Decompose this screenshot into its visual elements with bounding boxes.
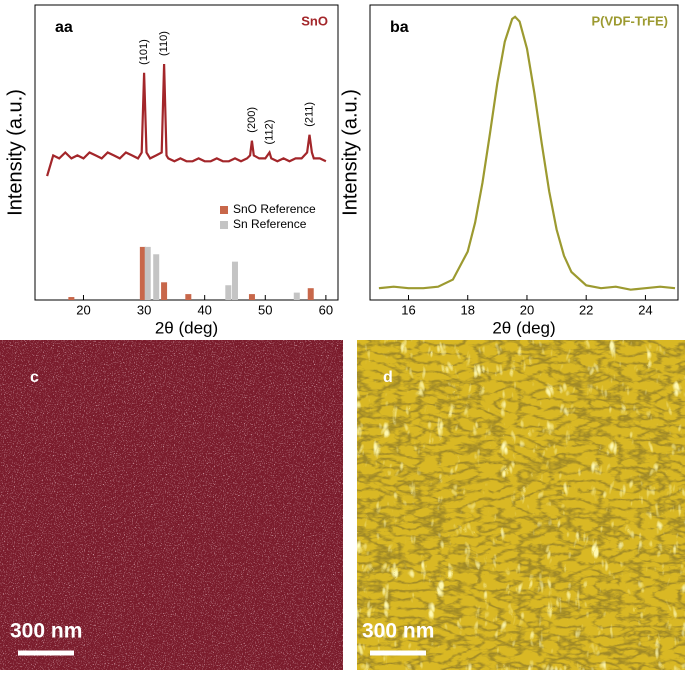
image-texture: [0, 340, 343, 670]
peak-annotation: (112): [263, 120, 275, 145]
reference-bar: [68, 297, 75, 300]
peak-annotation: (110): [158, 31, 170, 56]
afm-image: d 300 nm: [357, 340, 685, 670]
x-tick-label: 60: [319, 302, 333, 317]
series-label: P(VDF-TrFE): [591, 13, 668, 28]
x-tick-label: 16: [401, 302, 415, 317]
legend-label: Sn Reference: [233, 217, 307, 231]
reference-bar: [153, 254, 160, 300]
reference-bar: [293, 292, 300, 300]
x-tick-label: 20: [76, 302, 90, 317]
reference-bar: [307, 288, 314, 300]
x-axis-label: 2θ (deg): [492, 318, 555, 337]
reference-bar: [185, 294, 192, 300]
panel-label: c: [30, 369, 39, 386]
data-line: [378, 15, 676, 291]
data-line: [46, 63, 327, 177]
panel-label: ba: [390, 19, 409, 36]
legend-swatch: [220, 221, 228, 229]
scale-bar-label: 300 nm: [362, 620, 434, 643]
reference-bar: [139, 246, 146, 300]
scale-bar-label: 300 nm: [10, 620, 82, 643]
x-tick-label: 50: [258, 302, 272, 317]
series-label: SnO: [301, 13, 328, 28]
x-tick-label: 40: [197, 302, 211, 317]
y-axis-label: Intensity (a.u.): [4, 89, 26, 216]
chart-panel: 16 18 20 22 24 2θ (deg) Intensity (a.u.) ba P(VD…: [339, 4, 679, 337]
x-tick-label: 20: [520, 302, 534, 317]
panel-label: aa: [55, 19, 73, 36]
peak-annotation: (211): [303, 102, 315, 127]
reference-bar: [248, 294, 255, 300]
peak-annotation: (101): [138, 39, 150, 65]
y-axis-label: Intensity (a.u.): [339, 89, 361, 216]
plot-frame: [369, 4, 679, 301]
x-axis-label: 2θ (deg): [155, 318, 218, 337]
reference-bar: [225, 285, 232, 300]
image-texture: [357, 340, 685, 670]
reference-bar: [144, 246, 151, 300]
peak-annotation: (200): [246, 107, 258, 133]
legend-label: SnO Reference: [233, 202, 316, 216]
plot-frame: [34, 4, 339, 301]
x-tick-label: 18: [460, 302, 474, 317]
reference-bar: [231, 261, 238, 300]
x-tick-label: 30: [137, 302, 151, 317]
reference-bar: [161, 282, 168, 300]
x-tick-label: 24: [638, 302, 652, 317]
x-tick-label: 22: [579, 302, 593, 317]
legend-swatch: [220, 206, 228, 214]
panel-label: d: [383, 369, 393, 386]
chart-panel: 20 30 40 50 60 2θ (deg) Intensity (a.u.) aa SnO S…: [4, 4, 339, 337]
afm-image: c 300 nm: [0, 340, 343, 670]
